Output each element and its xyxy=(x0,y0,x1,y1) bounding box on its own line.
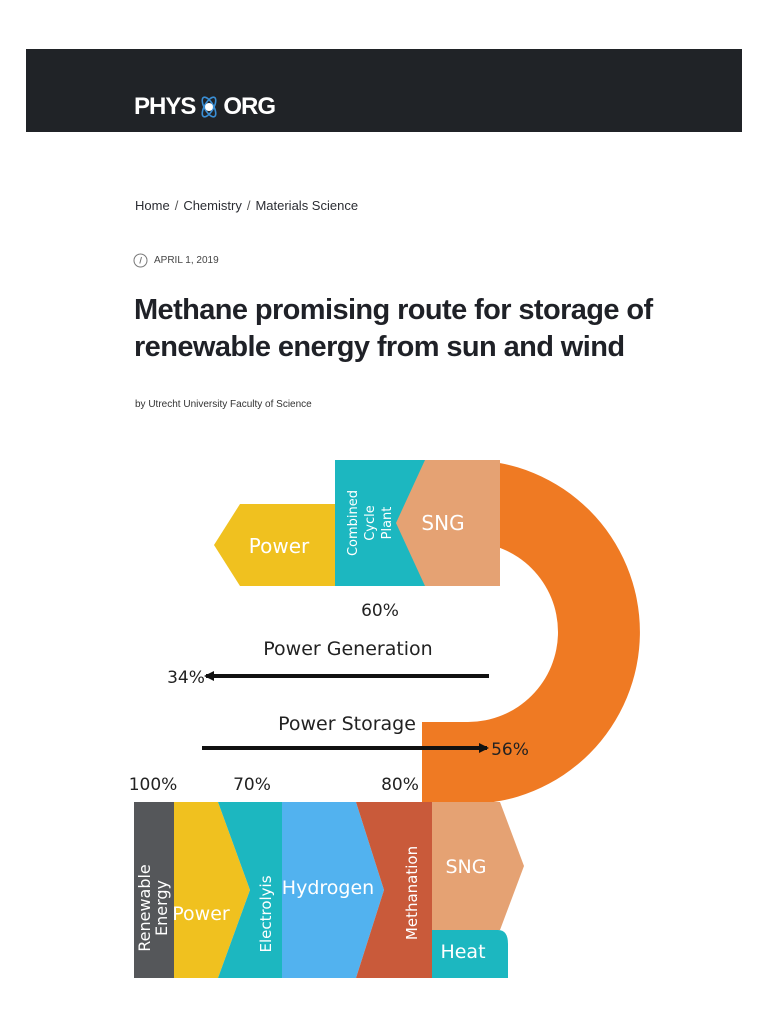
pct-34-label: 34% xyxy=(167,668,205,688)
pct-60-label: 60% xyxy=(361,601,399,621)
pct-70-label: 70% xyxy=(233,775,271,795)
power-bottom-label: Power xyxy=(172,903,230,925)
pct-56-label: 56% xyxy=(491,740,529,760)
breadcrumb-materials-science[interactable]: Materials Science xyxy=(255,198,359,213)
article-title: Methane promising route for storage of r… xyxy=(134,294,653,363)
sng-bottom-label: SNG xyxy=(446,856,487,878)
power-top-block xyxy=(214,504,335,586)
power-storage-label: Power Storage xyxy=(278,713,416,735)
electrolysis-label: Electrolyis xyxy=(257,875,275,952)
combined-cycle-label-1: Combined xyxy=(346,490,361,556)
power-generation-label: Power Generation xyxy=(263,638,432,660)
renewable-label-1: Renewable xyxy=(135,864,154,952)
renewable-energy-block xyxy=(134,802,174,978)
site-header: PHYS ORG xyxy=(26,49,742,132)
power-bottom-block xyxy=(174,802,250,978)
pct-80-label: 80% xyxy=(381,775,419,795)
combined-cycle-label-2: Cycle xyxy=(363,505,378,541)
power-top-label: Power xyxy=(249,534,310,558)
hydrogen-label: Hydrogen xyxy=(282,877,374,899)
article-date: APRIL 1, 2019 xyxy=(154,255,219,266)
renewable-label-2: Energy xyxy=(152,880,171,936)
site-logo[interactable]: PHYS ORG xyxy=(134,92,276,122)
sng-top-block xyxy=(396,460,500,586)
atom-icon xyxy=(201,96,217,118)
combined-cycle-label-3: Plant xyxy=(380,507,395,540)
clock-icon xyxy=(133,253,148,268)
breadcrumb-separator: / xyxy=(174,198,179,213)
sng-top-label: SNG xyxy=(421,511,464,535)
logo-text-right: ORG xyxy=(223,93,276,120)
heat-label: Heat xyxy=(440,941,485,963)
sng-bottom-block xyxy=(432,802,524,930)
article-dateline: APRIL 1, 2019 xyxy=(133,253,219,268)
logo-text-left: PHYS xyxy=(134,93,196,120)
article-byline[interactable]: by Utrecht University Faculty of Science xyxy=(135,399,312,410)
heat-block xyxy=(432,930,508,978)
pct-100-label: 100% xyxy=(129,775,178,795)
breadcrumb: Home / Chemistry / Materials Science xyxy=(135,198,358,213)
methanation-label: Methanation xyxy=(403,846,421,940)
methanation-block xyxy=(356,802,432,978)
breadcrumb-chemistry[interactable]: Chemistry xyxy=(183,198,242,213)
breadcrumb-home[interactable]: Home xyxy=(135,198,170,213)
electrolysis-block xyxy=(218,802,282,978)
hydrogen-block xyxy=(282,802,384,978)
orange-return-curve xyxy=(404,460,640,804)
breadcrumb-separator: / xyxy=(246,198,251,213)
